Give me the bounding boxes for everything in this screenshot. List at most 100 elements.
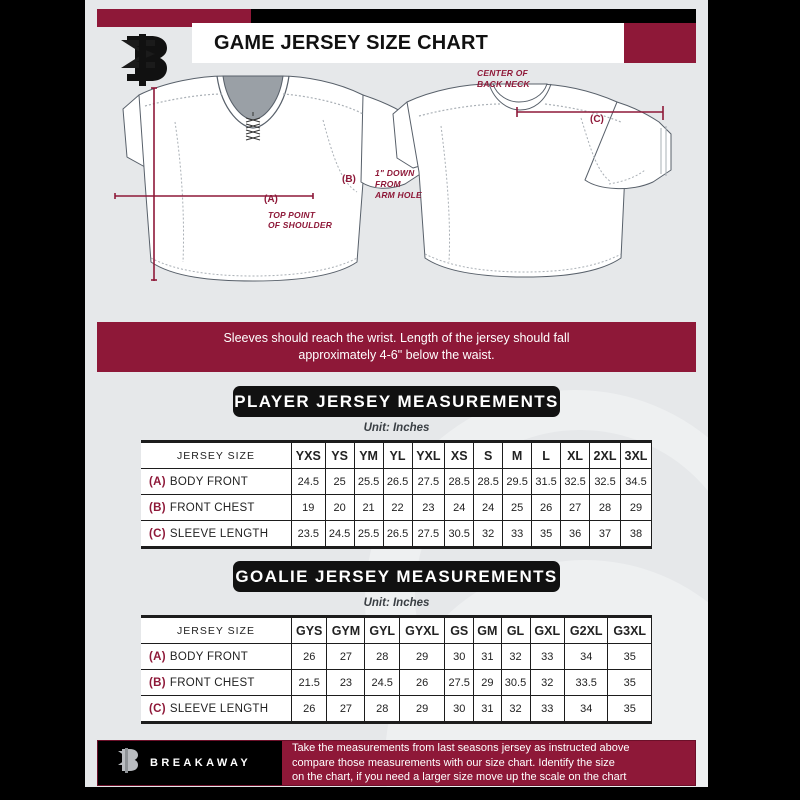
front-label-a-note-line1: TOP POINT — [268, 210, 316, 220]
column-header-size-l: L — [531, 440, 562, 469]
row-label-sleeve-length: (C) SLEEVE LENGTH — [141, 520, 292, 549]
cell-gm-body-front: 31 — [473, 643, 502, 670]
cell-g2xl-body-front: 34 — [563, 643, 609, 670]
cell-ys-front-chest: 20 — [324, 494, 355, 521]
front-label-b-note-line2: FROM — [375, 179, 401, 189]
cell-xs-front-chest: 24 — [444, 494, 475, 521]
cell-g2xl-sleeve-length: 34 — [563, 695, 609, 724]
column-header-size-ym: YM — [353, 440, 384, 469]
table-row: (C) SLEEVE LENGTH 26 27 28 29 30 31 32 33 34 35 — [141, 695, 652, 724]
footer-bar: BREAKAWAY Take the measurements from las… — [97, 740, 696, 786]
header-accent-bar — [97, 9, 696, 27]
row-tag: (A) — [149, 475, 166, 488]
fit-instructions-line1: Sleeves should reach the wrist. Length o… — [223, 331, 570, 345]
fit-instructions-line2: approximately 4-6" below the waist. — [298, 348, 495, 362]
table-row: (C) SLEEVE LENGTH 23.5 24.5 25.5 26.5 27.5 30.5… — [141, 520, 653, 549]
cell-ys-body-front: 25 — [324, 468, 355, 495]
cell-xl-front-chest: 27 — [560, 494, 591, 521]
column-header-jersey-size: JERSEY SIZE — [141, 440, 292, 469]
cell-yxs-front-chest: 19 — [291, 494, 326, 521]
cell-yl-sleeve-length: 26.5 — [382, 520, 413, 549]
column-header-size-m: M — [502, 440, 533, 469]
front-label-a: (A) — [264, 194, 278, 205]
row-label-body-front: (A) BODY FRONT — [141, 643, 292, 670]
column-header-size-yxs: YXS — [291, 440, 326, 469]
cell-yxl-body-front: 27.5 — [411, 468, 446, 495]
cell-l-sleeve-length: 35 — [531, 520, 562, 549]
fit-instructions-banner: Sleeves should reach the wrist. Length o… — [97, 322, 696, 372]
cell-gyxl-front-chest: 26 — [398, 669, 446, 696]
cell-g3xl-body-front: 35 — [607, 643, 652, 670]
column-header-size-gyxl: GYXL — [398, 615, 446, 644]
cell-yxl-sleeve-length: 27.5 — [411, 520, 446, 549]
row-tag: (C) — [149, 527, 166, 540]
cell-xs-body-front: 28.5 — [444, 468, 475, 495]
column-header-size-2xl: 2XL — [589, 440, 621, 469]
footer-note-line3: on the chart, if you need a larger size … — [292, 771, 627, 784]
cell-l-front-chest: 26 — [531, 494, 562, 521]
footer-note-line2: compare those measurements with our size… — [292, 756, 615, 769]
cell-ys-sleeve-length: 24.5 — [324, 520, 355, 549]
back-note-line2: BACK NECK — [477, 79, 530, 89]
column-header-jersey-size: JERSEY SIZE — [141, 615, 292, 644]
cell-s-sleeve-length: 32 — [473, 520, 504, 549]
size-chart-page: GAME JERSEY SIZE CHART — [85, 0, 708, 787]
cell-m-front-chest: 25 — [502, 494, 533, 521]
cell-gys-body-front: 26 — [290, 643, 328, 670]
row-label-sleeve-length: (C) SLEEVE LENGTH — [141, 695, 292, 724]
cell-xl-body-front: 32.5 — [560, 468, 591, 495]
column-header-size-xl: XL — [560, 440, 591, 469]
front-label-b-note-line3: ARM HOLE — [375, 190, 422, 200]
cell-gym-body-front: 27 — [326, 643, 366, 670]
player-measurements-table: JERSEY SIZE YXS YS YM YL YXL XS S M L XL 2XL 3XL (A) B… — [141, 440, 653, 549]
header-title-row: GAME JERSEY SIZE CHART — [192, 23, 696, 63]
cell-l-body-front: 31.5 — [531, 468, 562, 495]
table-row: (B) FRONT CHEST 21.5 23 24.5 26 27.5 29 30.5 32 33… — [141, 669, 652, 696]
table-row: (A) BODY FRONT 24.5 25 25.5 26.5 27.5 28.5 28.5 2… — [141, 468, 653, 495]
cell-gs-body-front: 30 — [444, 643, 475, 670]
cell-3xl-sleeve-length: 38 — [619, 520, 653, 549]
row-tag: (A) — [149, 650, 166, 663]
jersey-diagrams: (A) TOP POINT OF SHOULDER (B) 1" DOWN FR… — [85, 62, 708, 310]
cell-gs-front-chest: 27.5 — [444, 669, 475, 696]
column-header-size-g2xl: G2XL — [563, 615, 609, 644]
front-label-a-note-line2: OF SHOULDER — [268, 220, 333, 230]
row-tag: (B) — [149, 501, 166, 514]
front-label-b-note-line1: 1" DOWN — [375, 168, 415, 178]
column-header-size-gm: GM — [473, 615, 502, 644]
cell-yxs-sleeve-length: 23.5 — [291, 520, 326, 549]
column-header-size-xs: XS — [444, 440, 475, 469]
row-label-front-chest: (B) FRONT CHEST — [141, 669, 292, 696]
cell-xl-sleeve-length: 36 — [560, 520, 591, 549]
cell-xs-sleeve-length: 30.5 — [444, 520, 475, 549]
column-header-size-gxl: GXL — [529, 615, 565, 644]
cell-m-body-front: 29.5 — [502, 468, 533, 495]
column-header-size-gs: GS — [444, 615, 475, 644]
cell-gys-front-chest: 21.5 — [290, 669, 328, 696]
cell-gxl-sleeve-length: 33 — [529, 695, 565, 724]
row-label-body-front: (A) BODY FRONT — [141, 468, 292, 495]
cell-2xl-sleeve-length: 37 — [589, 520, 621, 549]
back-jersey-illustration — [392, 83, 672, 278]
cell-ym-sleeve-length: 25.5 — [353, 520, 384, 549]
cell-2xl-body-front: 32.5 — [589, 468, 621, 495]
cell-yxl-front-chest: 23 — [411, 494, 446, 521]
cell-g3xl-sleeve-length: 35 — [607, 695, 652, 724]
footer-note-line1: Take the measurements from last seasons … — [292, 742, 630, 755]
cell-gl-front-chest: 30.5 — [500, 669, 531, 696]
column-header-size-ys: YS — [324, 440, 355, 469]
cell-yl-front-chest: 22 — [382, 494, 413, 521]
cell-ym-body-front: 25.5 — [353, 468, 384, 495]
header-accent-black — [251, 9, 696, 27]
cell-gyl-body-front: 28 — [364, 643, 400, 670]
cell-3xl-front-chest: 29 — [619, 494, 653, 521]
cell-yxs-body-front: 24.5 — [291, 468, 326, 495]
cell-gl-sleeve-length: 32 — [500, 695, 531, 724]
goalie-section-unit: Unit: Inches — [363, 597, 430, 609]
column-header-size-gl: GL — [500, 615, 531, 644]
row-tag: (C) — [149, 702, 166, 715]
cell-gl-body-front: 32 — [500, 643, 531, 670]
cell-gm-front-chest: 29 — [473, 669, 502, 696]
back-note-line1: CENTER OF — [477, 68, 528, 78]
cell-ym-front-chest: 21 — [353, 494, 384, 521]
